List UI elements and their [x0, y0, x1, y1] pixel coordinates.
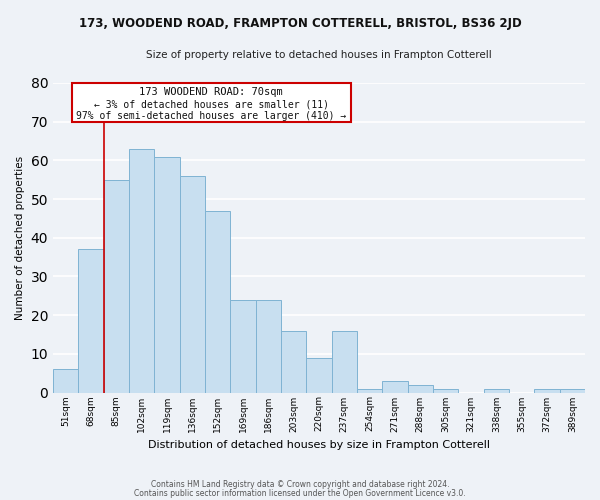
- Text: ← 3% of detached houses are smaller (11): ← 3% of detached houses are smaller (11): [94, 100, 329, 110]
- Text: 97% of semi-detached houses are larger (410) →: 97% of semi-detached houses are larger (…: [76, 112, 346, 122]
- Bar: [332, 330, 357, 392]
- Bar: [281, 330, 307, 392]
- X-axis label: Distribution of detached houses by size in Frampton Cotterell: Distribution of detached houses by size …: [148, 440, 490, 450]
- Bar: [79, 250, 104, 392]
- Title: Size of property relative to detached houses in Frampton Cotterell: Size of property relative to detached ho…: [146, 50, 492, 60]
- Bar: [104, 180, 129, 392]
- Bar: [484, 388, 509, 392]
- Bar: [357, 388, 382, 392]
- Text: Contains public sector information licensed under the Open Government Licence v3: Contains public sector information licen…: [134, 489, 466, 498]
- Text: 173, WOODEND ROAD, FRAMPTON COTTERELL, BRISTOL, BS36 2JD: 173, WOODEND ROAD, FRAMPTON COTTERELL, B…: [79, 18, 521, 30]
- Bar: [53, 370, 79, 392]
- Text: 173 WOODEND ROAD: 70sqm: 173 WOODEND ROAD: 70sqm: [139, 86, 283, 97]
- Bar: [407, 385, 433, 392]
- Bar: [256, 300, 281, 392]
- Y-axis label: Number of detached properties: Number of detached properties: [15, 156, 25, 320]
- Bar: [382, 381, 407, 392]
- Bar: [205, 210, 230, 392]
- Bar: [307, 358, 332, 392]
- Bar: [154, 156, 179, 392]
- Bar: [179, 176, 205, 392]
- Bar: [433, 388, 458, 392]
- Bar: [129, 149, 154, 392]
- Bar: [535, 388, 560, 392]
- Bar: [230, 300, 256, 392]
- Bar: [560, 388, 585, 392]
- Text: Contains HM Land Registry data © Crown copyright and database right 2024.: Contains HM Land Registry data © Crown c…: [151, 480, 449, 489]
- FancyBboxPatch shape: [71, 83, 351, 122]
